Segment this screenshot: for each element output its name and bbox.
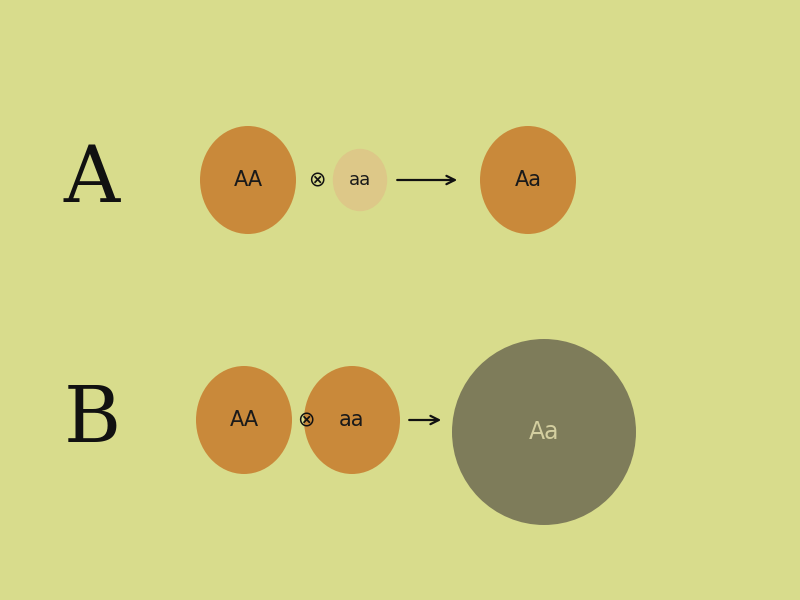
Text: AA: AA [230, 410, 258, 430]
Ellipse shape [452, 339, 636, 525]
Text: B: B [63, 382, 121, 458]
Text: Aa: Aa [514, 170, 542, 190]
Text: aa: aa [349, 171, 371, 189]
Ellipse shape [196, 366, 292, 474]
Text: aa: aa [339, 410, 365, 430]
Ellipse shape [480, 126, 576, 234]
Text: ⊗: ⊗ [297, 410, 314, 430]
Ellipse shape [333, 149, 387, 211]
Text: ⊗: ⊗ [308, 170, 326, 190]
Ellipse shape [200, 126, 296, 234]
Text: AA: AA [234, 170, 262, 190]
Text: Aa: Aa [529, 420, 559, 444]
Text: A: A [64, 142, 120, 218]
Ellipse shape [304, 366, 400, 474]
